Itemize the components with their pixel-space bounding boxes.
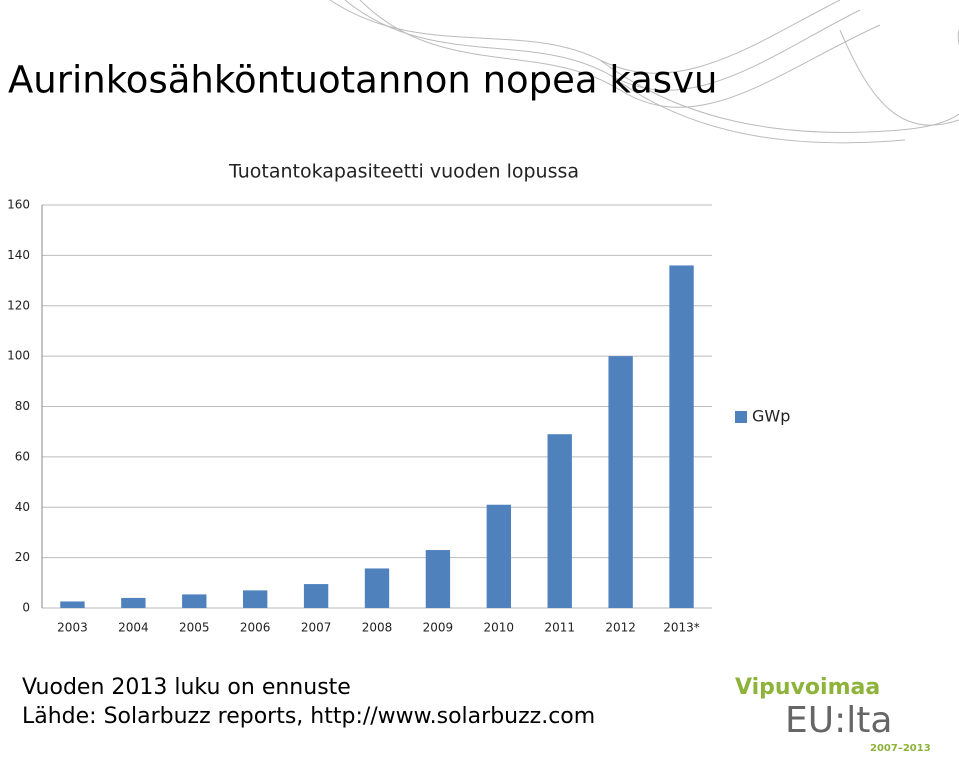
x-tick-label: 2008 bbox=[362, 621, 393, 635]
bar bbox=[425, 550, 451, 608]
bar bbox=[669, 265, 694, 608]
chart-title: Tuotantokapasiteetti vuoden lopussa bbox=[228, 161, 579, 183]
bar bbox=[303, 584, 329, 608]
y-tick-label: 0 bbox=[22, 601, 30, 615]
y-tick-label: 100 bbox=[7, 349, 30, 363]
x-tick-label: 2004 bbox=[118, 621, 149, 635]
x-tick-label: 2003 bbox=[57, 621, 88, 635]
bar bbox=[486, 504, 511, 608]
note: Lähde: Solarbuzz reports, http://www.sol… bbox=[22, 704, 595, 729]
x-tick-label: 2013* bbox=[663, 621, 700, 635]
legend-label: GWp bbox=[752, 407, 790, 426]
y-tick-label: 20 bbox=[15, 550, 30, 564]
y-tick-label: 80 bbox=[15, 399, 30, 413]
slide-title: Aurinkosähköntuotannon nopea kasvu bbox=[8, 59, 717, 102]
logo-text: Vipuvoimaa bbox=[735, 675, 880, 700]
logo-text: 2007–2013 bbox=[870, 743, 931, 754]
bar bbox=[121, 597, 146, 608]
bar bbox=[243, 590, 268, 608]
x-tick-label: 2009 bbox=[423, 621, 454, 635]
bar bbox=[364, 568, 390, 608]
y-tick-label: 40 bbox=[15, 500, 30, 514]
y-tick-label: 60 bbox=[15, 449, 30, 463]
y-tick-label: 160 bbox=[7, 198, 30, 212]
legend-swatch bbox=[735, 411, 747, 423]
y-tick-label: 120 bbox=[7, 298, 30, 312]
x-tick-label: 2006 bbox=[240, 621, 271, 635]
bar bbox=[60, 601, 85, 608]
logo-text: EU:lta bbox=[785, 700, 892, 741]
x-tick-label: 2007 bbox=[301, 621, 332, 635]
y-tick-label: 140 bbox=[7, 248, 30, 262]
plot: 0 20 40 60 80 100 120 140 160 2003 2004 2005 2006 200… bbox=[7, 198, 790, 635]
decoration bbox=[329, 0, 959, 144]
x-tick-label: 2012 bbox=[605, 621, 636, 635]
note: Vuoden 2013 luku on ennuste bbox=[22, 675, 351, 700]
x-tick-label: 2010 bbox=[484, 621, 515, 635]
bar bbox=[182, 594, 207, 608]
x-tick-label: 2011 bbox=[544, 621, 575, 635]
x-tick-label: 2005 bbox=[179, 621, 210, 635]
bar bbox=[608, 356, 633, 608]
bar bbox=[547, 434, 572, 608]
